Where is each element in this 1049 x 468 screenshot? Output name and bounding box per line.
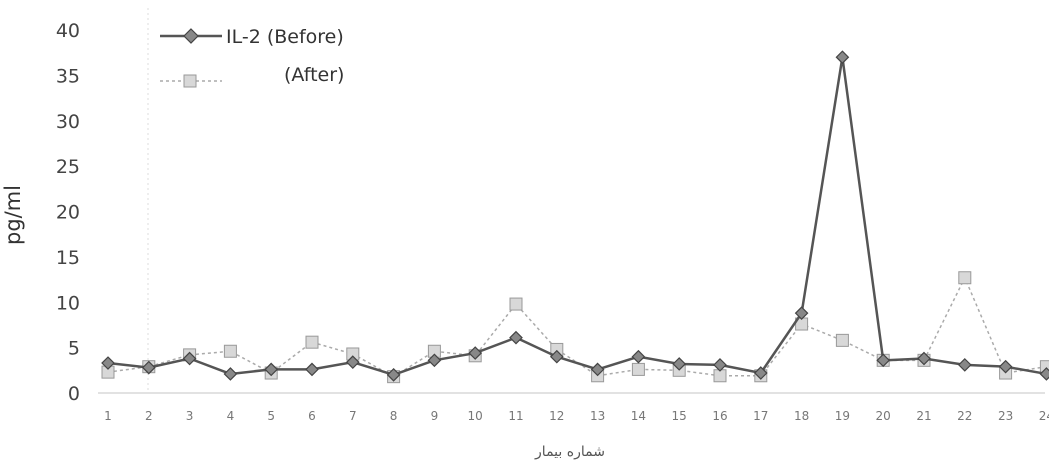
data-point-before	[672, 357, 687, 371]
data-point-before	[386, 368, 401, 382]
data-point-before	[753, 366, 768, 380]
data-point-before	[713, 358, 727, 372]
y-tick-label: 40	[56, 20, 80, 42]
data-point-before	[917, 351, 931, 366]
x-tick-label: 2	[145, 409, 153, 423]
data-point-after	[958, 271, 972, 285]
data-point-after	[223, 344, 237, 358]
y-tick-label: 15	[56, 247, 80, 269]
x-tick-label: 16	[712, 409, 727, 423]
data-point-before	[1039, 367, 1049, 381]
data-point-after	[305, 335, 319, 349]
y-tick-label: 10	[56, 292, 80, 314]
x-tick-label: 24	[1039, 409, 1049, 423]
series-line-before	[107, 57, 1047, 377]
y-tick-label: 20	[56, 202, 80, 224]
data-point-after	[509, 297, 523, 311]
y-tick-label: 5	[68, 338, 80, 360]
legend-marker-before	[183, 28, 199, 44]
data-point-before	[223, 367, 238, 381]
x-tick-label: 12	[549, 409, 564, 423]
x-tick-label: 23	[998, 409, 1013, 423]
y-tick-label: 35	[56, 65, 80, 87]
x-tick-label: 11	[508, 409, 523, 423]
data-point-before	[264, 362, 279, 377]
x-tick-label: 18	[794, 409, 809, 423]
legend-marker-after	[183, 74, 197, 88]
data-point-before	[631, 349, 646, 364]
x-axis-ticks: 123456789101112131415161718192021222324	[104, 409, 1049, 423]
x-tick-label: 14	[631, 409, 646, 423]
data-point-before	[998, 359, 1013, 374]
legend-label-before: IL-2 (Before)	[226, 26, 344, 48]
x-tick-label: 20	[876, 409, 891, 423]
legend: IL-2 (Before) (After)	[160, 26, 344, 88]
x-tick-label: 5	[267, 409, 275, 423]
data-point-before	[549, 349, 564, 364]
x-tick-label: 8	[390, 409, 398, 423]
y-axis-label: pg/ml	[1, 185, 25, 245]
x-tick-label: 6	[308, 409, 316, 423]
x-tick-label: 1	[104, 409, 112, 423]
data-point-before	[876, 353, 891, 368]
x-tick-label: 7	[349, 409, 357, 423]
series-layer	[101, 50, 1049, 384]
x-tick-label: 10	[468, 409, 483, 423]
data-point-before	[427, 353, 442, 368]
data-point-before	[345, 355, 360, 369]
data-point-before	[468, 346, 483, 360]
x-tick-label: 19	[835, 409, 850, 423]
data-point-before	[101, 356, 115, 370]
data-point-before	[835, 50, 850, 65]
x-axis-label: شماره بیمار	[534, 444, 605, 460]
data-point-after	[835, 333, 849, 347]
x-tick-label: 17	[753, 409, 768, 423]
y-tick-label: 30	[56, 111, 80, 133]
x-tick-label: 21	[916, 409, 931, 423]
data-point-before	[590, 362, 605, 377]
x-tick-label: 13	[590, 409, 605, 423]
legend-label-after: (After)	[284, 64, 344, 86]
x-tick-label: 22	[957, 409, 972, 423]
data-point-after	[631, 362, 645, 376]
data-point-before	[509, 330, 523, 345]
data-point-before	[305, 362, 319, 377]
y-tick-label: 0	[68, 383, 80, 405]
y-tick-label: 25	[56, 156, 80, 178]
x-tick-label: 9	[431, 409, 439, 423]
y-axis-ticks: 0 5 10 15 20 25 30 35 40	[56, 20, 80, 405]
data-point-before	[141, 360, 156, 375]
x-tick-label: 3	[186, 409, 194, 423]
data-point-before	[957, 358, 972, 372]
x-tick-label: 4	[227, 409, 235, 423]
x-tick-label: 15	[672, 409, 687, 423]
data-point-before	[182, 351, 197, 366]
data-point-before	[794, 306, 809, 320]
